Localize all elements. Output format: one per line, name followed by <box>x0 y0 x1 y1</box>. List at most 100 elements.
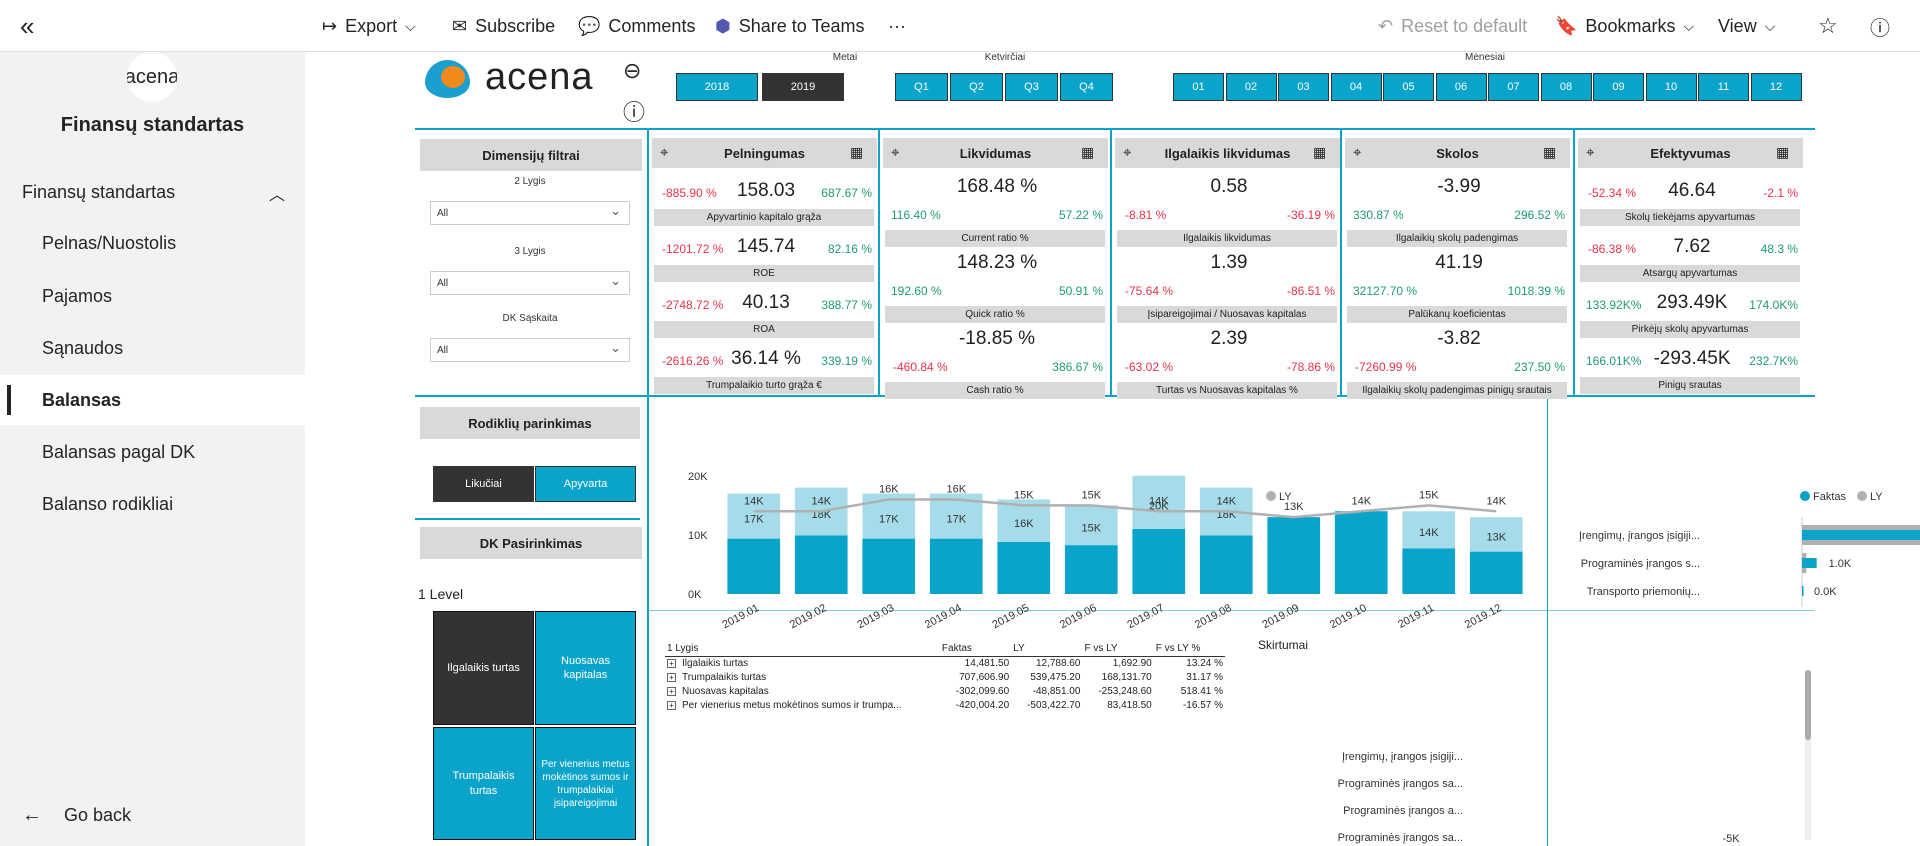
quarter-q3-button[interactable]: Q3 <box>1005 73 1058 101</box>
month-12-button[interactable]: 12 <box>1750 73 1802 101</box>
bar-faktas[interactable] <box>929 538 983 594</box>
report-icon[interactable]: ▦ <box>1313 144 1327 160</box>
favorite-star-icon[interactable]: ☆ <box>1818 13 1838 38</box>
month-05-button[interactable]: 05 <box>1383 73 1434 101</box>
level2-dropdown[interactable]: All <box>430 201 630 225</box>
bar-faktas[interactable] <box>1199 535 1253 595</box>
col-header-fvsly[interactable]: F vs LY <box>1082 642 1154 657</box>
scrollbar-thumb[interactable] <box>1805 670 1811 740</box>
row-value: -253,248.60 <box>1098 685 1152 697</box>
bar-faktas[interactable] <box>794 535 848 595</box>
report-icon[interactable]: ▦ <box>1543 144 1557 160</box>
apyvarta-button[interactable]: Apyvarta <box>535 466 636 502</box>
col-header-ly[interactable]: LY <box>1011 642 1083 657</box>
col-header-faktas[interactable]: Faktas <box>939 642 1012 657</box>
month-02-button[interactable]: 02 <box>1225 73 1277 101</box>
bar-faktas[interactable] <box>1802 586 1804 596</box>
bar-faktas[interactable] <box>1802 558 1817 568</box>
info-circle-icon[interactable]: ⓘ <box>623 100 646 125</box>
scrollbar-track[interactable] <box>1805 670 1811 840</box>
export-button[interactable]: ↦ Export ⌵ <box>322 0 416 52</box>
subscribe-button[interactable]: ✉ Subscribe <box>452 0 555 52</box>
quarter-q1-button[interactable]: Q1 <box>895 73 948 101</box>
tile-per-vienerius-metus[interactable]: Per vienerius metus mokėtinos sumos ir t… <box>535 727 636 840</box>
year-2019-button[interactable]: 2019 <box>762 73 844 101</box>
bar-faktas[interactable] <box>1267 517 1321 594</box>
month-10-button[interactable]: 10 <box>1645 73 1697 101</box>
back-arrow-icon[interactable]: ⊖ <box>623 58 642 83</box>
bar-faktas[interactable] <box>1334 511 1388 594</box>
table-body: + Ilgalaikis turtas 14,481.50 12,788.60 1,69… <box>665 656 1225 712</box>
sidebar-section-header[interactable]: Finansų standartas ︿ <box>22 181 285 205</box>
month-08-button[interactable]: 08 <box>1540 73 1592 101</box>
tile-nuosavas-kapitalas[interactable]: Nuosavas kapitalas <box>535 611 636 725</box>
month-04-button[interactable]: 04 <box>1330 73 1382 101</box>
table-row[interactable]: + Nuosavas kapitalas -302,099.60 -48,851.00… <box>665 684 1225 698</box>
comments-button[interactable]: 💬 Comments <box>578 0 695 52</box>
reset-button[interactable]: ↶ Reset to default <box>1378 0 1527 52</box>
report-icon[interactable]: ▦ <box>1081 144 1095 160</box>
tile-trumpalaikis-turtas[interactable]: Trumpalaikis turtas <box>433 727 534 840</box>
expand-icon[interactable]: + <box>667 700 676 710</box>
row-value: 13.24 % <box>1186 657 1223 669</box>
bar-faktas[interactable] <box>1469 551 1523 594</box>
sidebar-item-pelnas[interactable]: Pelnas/Nuostolis <box>42 232 177 253</box>
month-09-button[interactable]: 09 <box>1593 73 1644 101</box>
x-tick-label: 2019.03 <box>855 602 896 631</box>
bar-faktas[interactable] <box>727 538 781 594</box>
chevron-up-icon: ︿ <box>268 187 285 204</box>
quarter-q4-button[interactable]: Q4 <box>1060 73 1113 101</box>
col-header-level[interactable]: 1 Lygis <box>665 642 940 657</box>
bookmarks-button[interactable]: 🔖 Bookmarks ⌵ <box>1555 0 1694 52</box>
month-06-button[interactable]: 06 <box>1435 73 1487 101</box>
sidebar-item-sanaudos[interactable]: Sąnaudos <box>42 337 124 358</box>
bar-faktas[interactable] <box>1802 530 1920 540</box>
target-icon[interactable]: ⌖ <box>1353 144 1362 161</box>
expand-icon[interactable]: + <box>667 658 676 668</box>
sidebar-item-balanso-rodikliai[interactable]: Balanso rodikliai <box>42 493 174 514</box>
year-2018-button[interactable]: 2018 <box>676 73 758 101</box>
target-icon[interactable]: ⌖ <box>891 144 900 161</box>
month-03-button[interactable]: 03 <box>1278 73 1329 101</box>
target-icon[interactable]: ⌖ <box>1586 144 1595 161</box>
report-icon[interactable]: ▦ <box>850 144 864 160</box>
x-tick-label: 2019.01 <box>720 602 761 631</box>
expand-icon[interactable]: + <box>667 686 676 696</box>
month-11-button[interactable]: 11 <box>1698 73 1749 101</box>
month-01-button[interactable]: 01 <box>1173 73 1224 101</box>
bar-faktas[interactable] <box>1132 529 1186 594</box>
expand-icon[interactable]: + <box>667 672 676 682</box>
info-icon[interactable]: ⓘ <box>1870 17 1890 40</box>
target-icon[interactable]: ⌖ <box>660 144 669 161</box>
kpi-delta-positive: 192.60 % <box>891 284 942 298</box>
table-row[interactable]: + Ilgalaikis turtas 14,481.50 12,788.60 1,69… <box>665 656 1225 670</box>
likuciai-button[interactable]: Likučiai <box>433 466 534 502</box>
table-row[interactable]: + Per vienerius metus mokėtinos sumos ir … <box>665 698 1225 712</box>
divider-line <box>415 128 1815 130</box>
more-options-button[interactable]: ··· <box>888 15 906 36</box>
target-icon[interactable]: ⌖ <box>1123 144 1132 161</box>
bar-faktas[interactable] <box>862 538 916 594</box>
dk-dropdown[interactable]: All <box>430 338 630 362</box>
collapse-nav-icon[interactable]: « <box>20 10 35 41</box>
level3-label: 3 Lygis <box>514 246 546 257</box>
table-row[interactable]: + Trumpalaikis turtas 707,606.90 539,475.20… <box>665 670 1225 684</box>
kpi-delta-negative: -63.02 % <box>1125 360 1174 374</box>
sidebar-item-balansas[interactable]: Balansas <box>0 375 305 425</box>
report-icon[interactable]: ▦ <box>1776 144 1790 160</box>
divider-line <box>1340 130 1342 395</box>
sidebar-item-balansas-dk[interactable]: Balansas pagal DK <box>42 441 196 462</box>
sidebar-item-pajamos[interactable]: Pajamos <box>42 285 113 306</box>
bar-faktas[interactable] <box>1402 548 1456 595</box>
month-07-button[interactable]: 07 <box>1488 73 1539 101</box>
quarter-q2-button[interactable]: Q2 <box>950 73 1003 101</box>
bar-faktas[interactable] <box>1064 545 1118 594</box>
col-header-fvsly-pct[interactable]: F vs LY % <box>1153 642 1225 657</box>
level3-dropdown[interactable]: All <box>430 271 630 295</box>
kpi-delta-negative: -52.34 % <box>1588 186 1637 200</box>
view-button[interactable]: View ⌵ <box>1718 0 1775 52</box>
tile-ilgalaikis-turtas[interactable]: Ilgalaikis turtas <box>433 611 534 725</box>
share-teams-button[interactable]: ⬢ Share to Teams <box>715 0 864 52</box>
go-back-button[interactable]: ← Go back <box>22 803 132 826</box>
bar-faktas[interactable] <box>997 542 1051 594</box>
